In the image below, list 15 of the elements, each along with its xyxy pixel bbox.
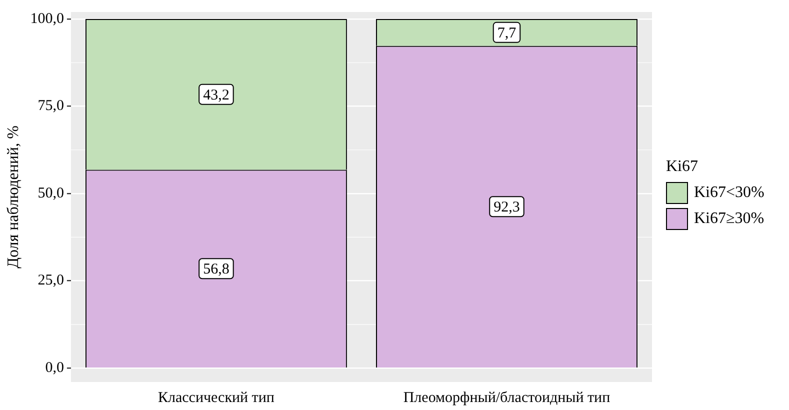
data-label: 43,2: [203, 87, 230, 104]
y-tick-label: 50,0: [38, 185, 64, 202]
y-tick-label: 25,0: [38, 272, 64, 289]
x-tick-label: Плеоморфный/бластоидный тип: [403, 390, 610, 406]
data-label: 92,3: [494, 200, 520, 216]
y-tick-label: 75,0: [38, 98, 64, 114]
data-label: 56,8: [203, 262, 230, 278]
legend-title: Ki67: [666, 158, 699, 176]
legend-label: Ki67<30%: [694, 184, 764, 202]
x-tick-label: Классический тип: [158, 390, 274, 406]
data-label: 7,7: [497, 25, 517, 42]
text: Ki67≥30%: [694, 210, 764, 228]
y-tick-label: 0,0: [45, 360, 64, 376]
y-axis-title: Доля наблюдений, %: [4, 126, 22, 268]
y-tick-label: 100,0: [30, 10, 64, 27]
